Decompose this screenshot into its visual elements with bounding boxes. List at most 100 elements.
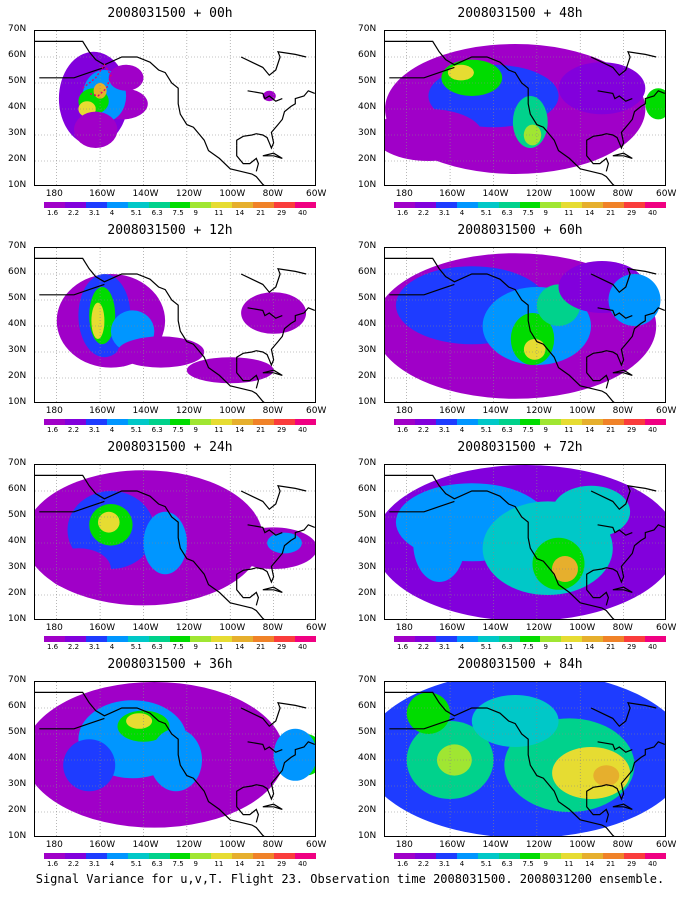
lon-tick-label: 80W — [612, 406, 633, 416]
colorbar-level-label: 7.5 — [522, 426, 534, 434]
map-panel: 2008031500 + 24h 70N 60N 50N 40N 30N 20N 10N 180… — [0, 434, 340, 651]
colorbar-labels: 1.6 2.2 3.1 4 5.1 6.3 7.5 9 11 14 21 29 40 — [44, 643, 316, 653]
lon-tick-label: 180 — [395, 406, 413, 416]
colorbar-level-label: 2.2 — [417, 643, 430, 651]
coastline — [586, 307, 665, 367]
colorbar-level-label: 7.5 — [172, 643, 184, 651]
lat-tick-label: 20N — [8, 371, 27, 381]
colorbar-level-label: 40 — [648, 209, 657, 217]
panel-title: 2008031500 + 12h — [107, 223, 233, 238]
colorbar-segment — [295, 636, 316, 642]
colorbar-level-label: 5.1 — [480, 860, 492, 868]
lon-tick-label: 140W — [132, 623, 159, 633]
colorbar-level-label: 5.1 — [480, 426, 492, 434]
colorbar — [44, 419, 316, 425]
colorbar-level-label: 7.5 — [172, 860, 184, 868]
colorbar-segment — [519, 419, 541, 425]
variance-contour — [45, 548, 111, 590]
lon-tick-label: 100W — [219, 406, 246, 416]
coastline — [590, 51, 657, 77]
colorbar-level-label: 40 — [648, 860, 657, 868]
colorbar-segment — [274, 636, 296, 642]
colorbar-level-label: 3.1 — [88, 426, 100, 434]
lon-tick-label: 180 — [45, 623, 63, 633]
colorbar-level-label: 5.1 — [130, 860, 142, 868]
colorbar-level-label: 2.2 — [417, 860, 430, 868]
lat-tick-label: 10N — [358, 614, 377, 624]
colorbar-segment — [582, 853, 604, 859]
coastline — [236, 579, 260, 606]
colorbar-segment — [540, 202, 562, 208]
coastline — [236, 741, 315, 801]
lon-tick-label: 180 — [45, 189, 63, 199]
lon-tick-label: 100W — [569, 623, 596, 633]
variance-contour — [241, 292, 307, 334]
coastline — [597, 524, 633, 536]
lat-tick-label: 30N — [8, 562, 27, 572]
coastline — [39, 66, 105, 79]
variance-map — [34, 464, 316, 620]
coastline — [586, 145, 610, 172]
colorbar-segment — [85, 419, 107, 425]
colorbar-segment — [44, 853, 65, 859]
map-panel: 2008031500 + 60h 70N 60N 50N 40N 30N 20N 10N 180… — [350, 217, 690, 434]
coastline — [236, 145, 260, 172]
colorbar-segment — [274, 202, 296, 208]
colorbar-segment — [64, 202, 86, 208]
colorbar-level-label: 5.1 — [130, 209, 142, 217]
coastline — [389, 283, 455, 296]
coastline — [586, 90, 665, 150]
coastline — [240, 268, 307, 294]
coastline — [262, 586, 283, 593]
lon-tick-label: 160W — [89, 840, 116, 850]
colorbar-level-label: 9 — [193, 426, 198, 434]
lat-tick-label: 60N — [358, 701, 377, 711]
colorbar-segment — [498, 202, 520, 208]
colorbar-level-label: 21 — [606, 209, 616, 217]
colorbar-level-label: 5.1 — [130, 643, 142, 651]
lat-tick-label: 30N — [358, 128, 377, 138]
colorbar-segment — [414, 853, 436, 859]
colorbar-level-label: 9 — [543, 643, 548, 651]
colorbar-labels: 1.6 2.2 3.1 4 5.1 6.3 7.5 9 11 14 21 29 40 — [44, 209, 316, 219]
coastline — [586, 741, 665, 801]
colorbar-level-label: 11 — [214, 426, 224, 434]
lon-tick-label: 160W — [89, 623, 116, 633]
coastline — [247, 741, 283, 753]
colorbar-segment — [169, 202, 191, 208]
colorbar-level-label: 11 — [564, 643, 574, 651]
lat-tick-label: 30N — [358, 345, 377, 355]
map-panel: 2008031500 + 84h 70N 60N 50N 40N 30N 20N 10N 180… — [350, 651, 690, 868]
lon-tick-label: 60W — [656, 623, 677, 633]
colorbar-level-label: 14 — [235, 643, 245, 651]
colorbar-level-label: 6.3 — [501, 860, 513, 868]
colorbar-level-label: 14 — [235, 860, 245, 868]
colorbar-level-label: 14 — [235, 209, 245, 217]
lon-tick-label: 160W — [89, 189, 116, 199]
colorbar-level-label: 4 — [109, 860, 115, 868]
lon-tick-label: 180 — [45, 406, 63, 416]
colorbar-level-label: 29 — [627, 860, 637, 868]
colorbar-segment — [190, 853, 212, 859]
colorbar-segment — [477, 636, 499, 642]
colorbar-labels: 1.6 2.2 3.1 4 5.1 6.3 7.5 9 11 14 21 29 40 — [394, 209, 666, 219]
colorbar-level-label: 4 — [109, 643, 115, 651]
colorbar-segment — [394, 419, 415, 425]
lat-tick-label: 30N — [358, 562, 377, 572]
colorbar — [44, 202, 316, 208]
colorbar-segment — [44, 419, 65, 425]
coastline — [586, 362, 610, 389]
colorbar-level-label: 9 — [193, 209, 198, 217]
colorbar-level-label: 29 — [277, 426, 287, 434]
colorbar-segment — [477, 202, 499, 208]
colorbar-segment — [435, 419, 457, 425]
colorbar-segment — [253, 202, 275, 208]
colorbar — [44, 636, 316, 642]
variance-contour — [645, 88, 665, 120]
coastline — [385, 257, 615, 402]
panel-title: 2008031500 + 36h — [107, 657, 233, 672]
colorbar-segment — [519, 636, 541, 642]
colorbar-level-label: 2.2 — [67, 426, 80, 434]
lat-tick-label: 20N — [8, 805, 27, 815]
colorbar-level-label: 2.2 — [417, 426, 430, 434]
